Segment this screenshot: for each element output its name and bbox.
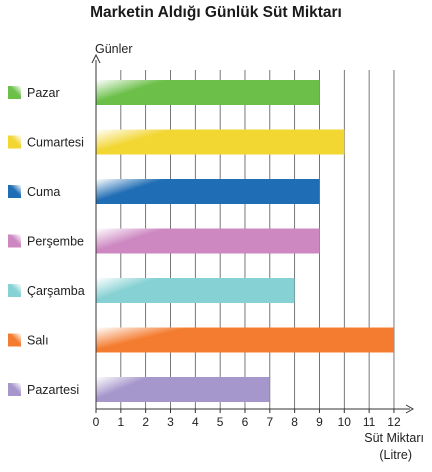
legend-swatch [8,86,21,99]
y-axis-arrow [91,53,101,64]
legend-swatch [8,284,21,297]
x-axis-label-line2: (Litre) [379,448,412,462]
axes: Günler Süt Miktarı (Litre) [91,42,424,462]
category-label: Cumartesi [27,136,84,150]
category-label: Perşembe [27,235,84,249]
legend-swatch [8,185,21,198]
x-tick-label: 3 [167,415,174,429]
category-label: Cuma [27,185,60,199]
x-tick-labels: 0 1 2 3 4 5 6 7 8 9 10 11 12 [93,415,401,429]
x-tick-label: 9 [316,415,323,429]
bar [96,278,295,303]
x-tick-label: 1 [117,415,124,429]
legend-swatch [8,234,21,248]
x-tick-label: 4 [192,415,199,429]
x-tick-label: 6 [242,415,249,429]
legend-swatch [8,135,21,149]
x-axis-label-line1: Süt Miktarı [364,431,424,445]
bar [96,327,394,353]
x-tick-label: 8 [291,415,298,429]
category-legend: Pazar Cumartesi Cuma Perşembe Çarşamba Salı Pa… [8,86,85,397]
x-tick-label: 12 [387,415,401,429]
x-tick-label: 2 [142,415,149,429]
chart-title: Marketin Aldığı Günlük Süt Miktarı [90,4,342,21]
x-axis-arrow [405,404,415,414]
x-tick-label: 5 [217,415,224,429]
x-tick-label: 10 [338,415,352,429]
category-label: Çarşamba [27,284,85,298]
category-label: Pazar [27,86,60,100]
legend-swatch [8,383,21,396]
bar [96,228,320,254]
legend-swatch [8,333,21,347]
x-tick-label: 7 [266,415,273,429]
x-tick-label: 11 [363,415,376,429]
bars [96,80,394,402]
bar [96,80,320,105]
category-label: Salı [27,334,49,348]
bar [96,377,270,402]
bar [96,129,345,155]
bar [96,179,320,204]
y-axis-label: Günler [95,42,133,56]
x-tick-label: 0 [93,415,100,429]
category-label: Pazartesi [27,383,79,397]
